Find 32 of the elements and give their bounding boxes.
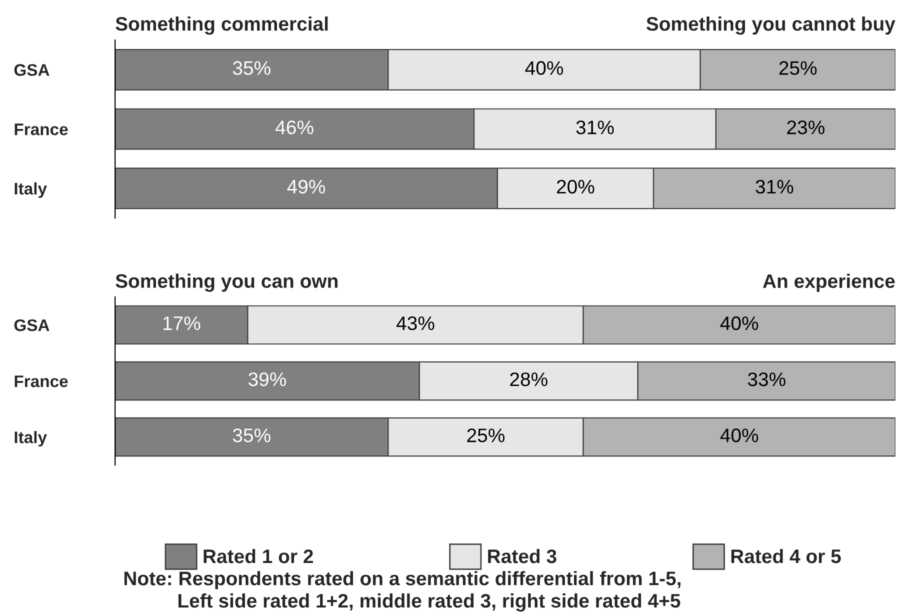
y-tick-label: France (14, 124, 68, 136)
text: Something you cannot buy (646, 16, 896, 35)
data-label: 35% (232, 61, 270, 75)
text: An experience (762, 274, 895, 292)
data-label: 46% (276, 120, 314, 134)
data-label: 39% (248, 372, 286, 386)
data-label: 17% (163, 316, 200, 330)
y-tick-label: France (14, 376, 68, 388)
text: Something commercial (116, 16, 328, 35)
data-label: 40% (720, 428, 758, 442)
data-label: 20% (556, 180, 594, 194)
data-label: 31% (576, 120, 614, 134)
data-label: 23% (787, 120, 824, 134)
y-tick-label: Italy (14, 182, 47, 198)
data-label: 28% (510, 372, 548, 386)
data-label: 49% (287, 180, 326, 194)
data-label: 35% (232, 428, 270, 442)
legend-label: Rated 3 (488, 548, 556, 564)
y-tick-label: GSA (14, 319, 50, 332)
data-label: 25% (467, 428, 504, 442)
data-label: 25% (779, 61, 817, 75)
data-label: 40% (525, 61, 564, 75)
y-tick-label: GSA (14, 64, 50, 76)
data-label: 40% (720, 316, 758, 330)
legend-label: Rated 1 or 2 (204, 548, 313, 564)
data-label: 43% (396, 316, 434, 330)
text: Something you can own (116, 274, 338, 292)
data-label: 33% (748, 372, 786, 386)
legend-label: Rated 4 or 5 (731, 548, 841, 564)
text: Note: Respondents rated on a semantic differential from 1-5, Left side rated 1+2, middle rated 3, right side rated 4+5 (124, 571, 680, 612)
data-label: 31% (756, 180, 794, 194)
y-tick-label: Italy (14, 431, 47, 447)
